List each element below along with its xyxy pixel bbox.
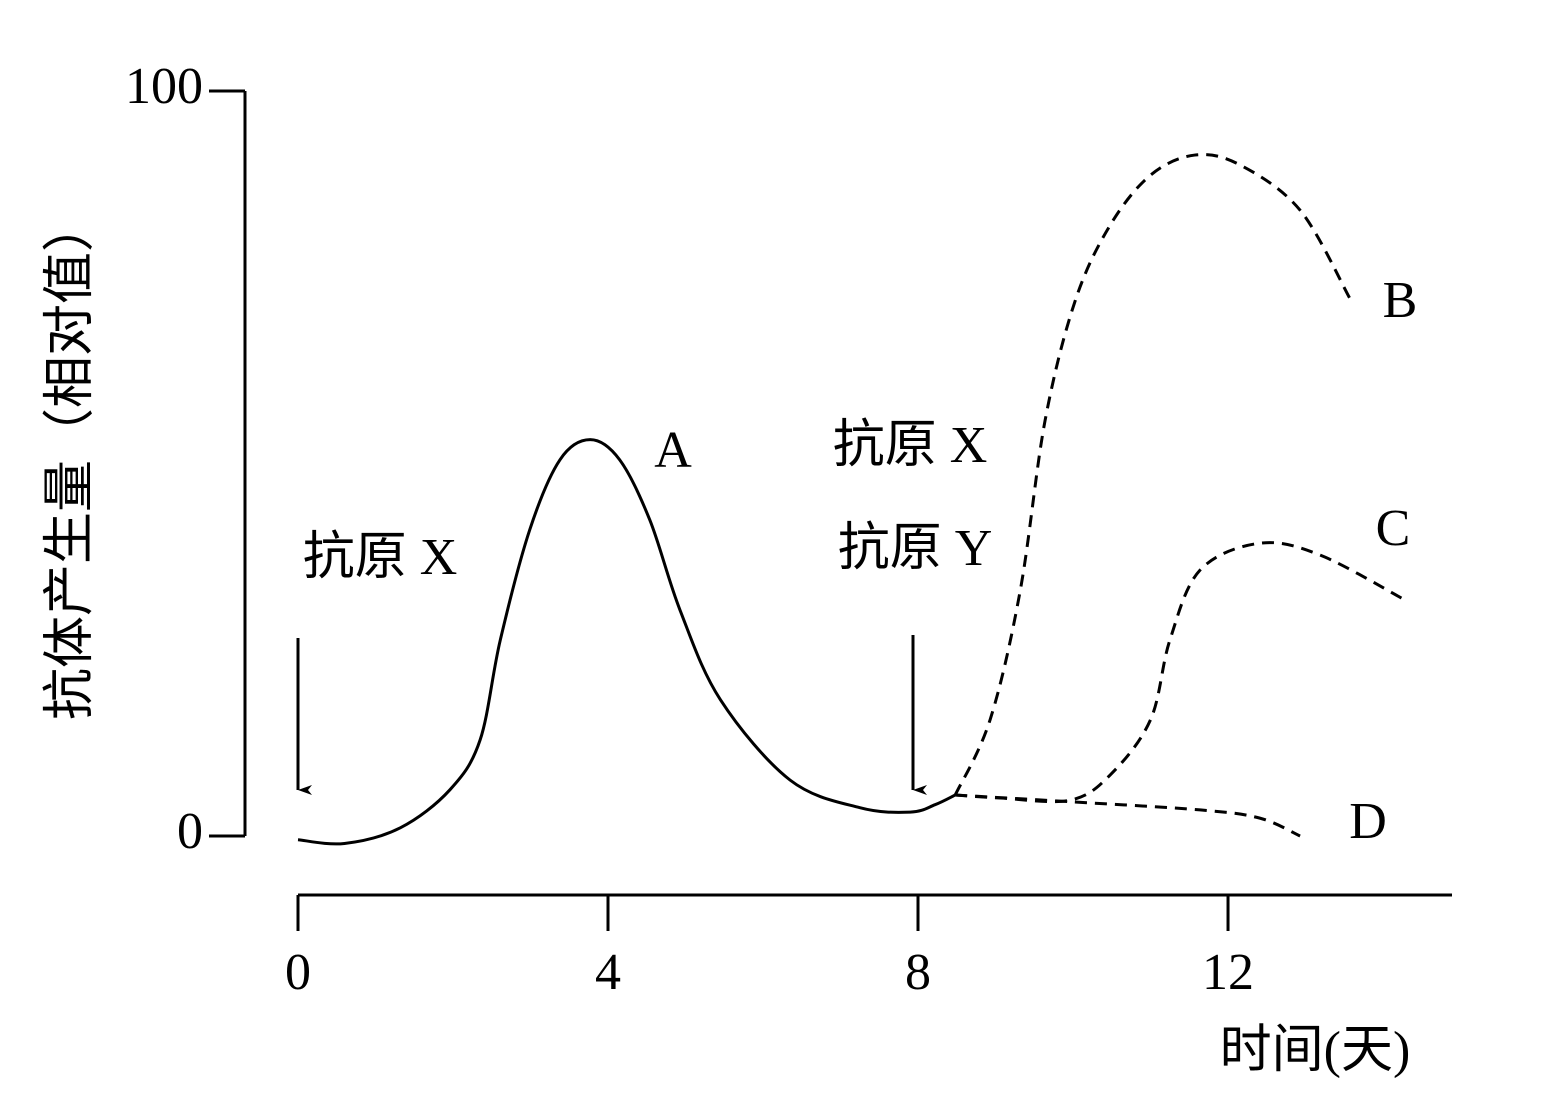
series-label: C xyxy=(1376,500,1411,557)
series-line xyxy=(953,153,1352,796)
series-line xyxy=(297,438,956,846)
series-line xyxy=(955,793,1301,838)
series-label: B xyxy=(1383,272,1418,329)
x-tick-label: 8 xyxy=(905,944,931,1001)
x-tick-label: 4 xyxy=(595,944,621,1001)
series-label: A xyxy=(654,422,692,479)
x-tick-label: 12 xyxy=(1202,944,1254,1001)
y-tick-label: 0 xyxy=(177,803,203,860)
y-tick-label: 100 xyxy=(125,58,203,115)
annotation: 抗原 Y xyxy=(838,520,993,577)
x-axis-label: 时间(天) xyxy=(1220,1022,1411,1079)
annotation: 抗原 X xyxy=(833,417,988,474)
y-axis-label: 抗体产生量（相对值） xyxy=(42,200,99,720)
series-label: D xyxy=(1349,793,1387,850)
annotation: 抗原 X xyxy=(303,529,458,586)
x-tick-label: 0 xyxy=(285,944,311,1001)
